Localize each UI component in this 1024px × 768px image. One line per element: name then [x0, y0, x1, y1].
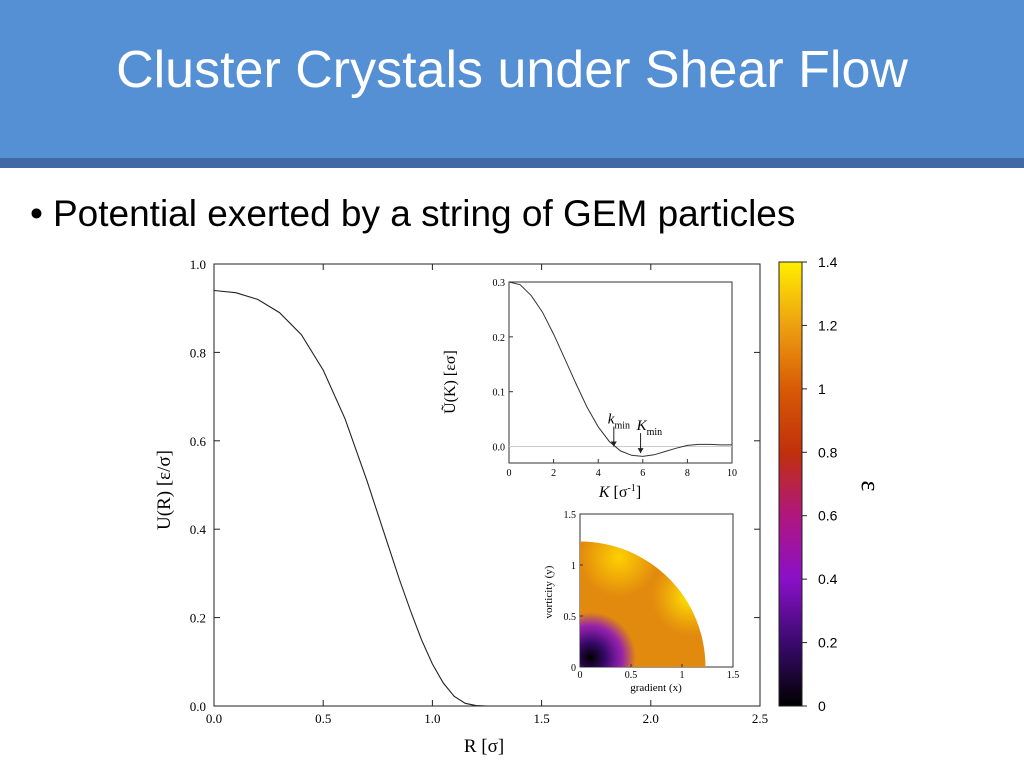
inset-curve [508, 281, 732, 457]
heatmap-xtick-label: 1 [680, 670, 685, 681]
heatmap-ylabel: vorticity (y) [543, 565, 555, 618]
inset-annotations: kmin Kmin [608, 412, 662, 454]
main-xtick-label: 1.0 [424, 711, 440, 726]
main-ytick-label: 0.2 [190, 611, 206, 626]
main-ytick-label: 0.8 [190, 345, 206, 360]
title-stripe [0, 158, 1024, 168]
main-curve [213, 289, 760, 707]
bullet-text: Potential exerted by a string of GEM par… [52, 193, 796, 234]
inset-xtick-label: 6 [640, 468, 645, 479]
colorbar-ticks: 0 0.2 0.4 0.6 0.8 1 1.2 1.4 [802, 254, 838, 714]
heatmap-xtick-label: 1.5 [727, 670, 740, 681]
inset-ylabel: Ũ(K) [εσ] [441, 350, 459, 414]
heatmap-ytick-label: 1 [571, 561, 576, 572]
heatmap-xlabel: gradient (x) [630, 682, 682, 694]
heatmap-ytick-label: 0.5 [564, 612, 577, 623]
annotation-label: kmin [608, 412, 630, 432]
colorbar-tick-label: 1.4 [818, 254, 838, 270]
inset-xlabel: K [σ-1] [598, 483, 641, 501]
heatmap-ticks: 0 0.5 1 1.5 0 0.5 1 1.5 [564, 510, 740, 681]
heatmap-ytick-label: 1.5 [564, 510, 577, 521]
main-xtick-label: 2.5 [752, 711, 768, 726]
main-ytick-label: 0.6 [190, 434, 207, 449]
main-ticks: 0.0 0.5 1.0 1.5 2.0 2.5 0.0 0.2 0.4 0.6 0.8 1.0 [190, 257, 768, 726]
main-ytick-label: 0.0 [190, 699, 206, 714]
slide-title: Cluster Crystals under Shear Flow [116, 41, 908, 99]
inset-xtick-label: 10 [727, 468, 737, 479]
inset-ytick-label: 0.0 [493, 443, 506, 454]
title-bar [0, 0, 1024, 158]
inset-xtick-label: 4 [596, 468, 601, 479]
bullet-item: • Potential exerted by a string of GEM pa… [30, 193, 795, 235]
colorbar-tick-label: 0.4 [818, 571, 838, 587]
main-ytick-label: 0.4 [190, 522, 207, 537]
inset-ytick-label: 0.2 [493, 333, 506, 344]
colorbar-label: ε [856, 481, 885, 492]
colorbar-tick-label: 0.2 [818, 635, 838, 651]
main-xtick-label: 0.5 [315, 711, 331, 726]
inset-xtick-label: 8 [685, 468, 690, 479]
annotation-label: Kmin [636, 418, 663, 438]
colorbar-tick-label: 0.8 [818, 444, 838, 460]
main-xtick-label: 1.5 [533, 711, 549, 726]
colorbar-tick-label: 0.6 [818, 508, 838, 524]
bullet-dot: • [30, 193, 43, 234]
inset-ytick-label: 0.1 [493, 388, 506, 399]
inset-ticks: 0 2 4 6 8 10 0.0 0.1 0.2 0.3 [493, 278, 738, 479]
inset-xtick-label: 0 [507, 468, 512, 479]
heatmap-ytick-label: 0 [571, 663, 576, 674]
main-ytick-label: 1.0 [190, 257, 206, 272]
annotation-arrowhead [610, 441, 617, 447]
inset-ytick-label: 0.3 [493, 278, 506, 289]
main-xtick-label: 2.0 [643, 711, 659, 726]
colorbar-tick-label: 0 [818, 698, 826, 714]
main-xlabel: R [σ] [464, 736, 504, 757]
heatmap-xtick-label: 0.5 [625, 670, 638, 681]
heatmap-xtick-label: 0 [578, 670, 583, 681]
colorbar [778, 261, 803, 707]
inset-plot-frame [508, 281, 733, 464]
colorbar-tick-label: 1.2 [818, 317, 838, 333]
annotation-arrowhead [637, 448, 644, 454]
colorbar-tick-label: 1 [818, 381, 826, 397]
main-xtick-label: 0.0 [206, 711, 222, 726]
inset-xtick-label: 2 [551, 468, 556, 479]
main-ylabel: U(R) [ε/σ] [154, 450, 175, 530]
